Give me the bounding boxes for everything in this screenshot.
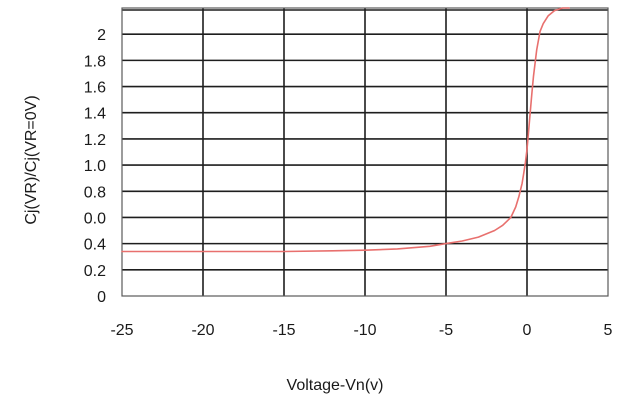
grid bbox=[122, 8, 608, 296]
y-tick-label: 0.0 bbox=[84, 210, 106, 227]
x-tick-label: -25 bbox=[110, 322, 133, 339]
y-tick-label: 0 bbox=[97, 289, 106, 306]
x-tick-label: 0 bbox=[523, 322, 532, 339]
series-layer bbox=[121, 7, 570, 253]
x-tick-label: -5 bbox=[439, 322, 453, 339]
x-tick-labels: -25 -20 -15 -10 -5 0 5 bbox=[110, 322, 612, 339]
y-tick-label: 0.8 bbox=[84, 184, 106, 201]
x-tick-label: -20 bbox=[191, 322, 214, 339]
plot-frame bbox=[121, 7, 609, 297]
y-tick-label: 1.8 bbox=[84, 53, 106, 70]
series-line bbox=[121, 7, 570, 253]
x-tick-label: 5 bbox=[604, 322, 613, 339]
y-tick-label: 0.4 bbox=[84, 237, 106, 254]
x-tick-label: -15 bbox=[272, 322, 295, 339]
y-tick-labels: 0 0.2 0.4 0.0 0.8 1.0 1.2 1.4 1.6 1.8 2 bbox=[84, 27, 106, 306]
y-tick-label: 1.0 bbox=[84, 158, 106, 175]
y-tick-label: 2 bbox=[97, 27, 106, 44]
y-tick-label: 1.6 bbox=[84, 80, 106, 97]
y-tick-label: 1.2 bbox=[84, 132, 106, 149]
y-tick-label: 0.2 bbox=[84, 263, 106, 280]
plot-border bbox=[121, 7, 609, 297]
y-axis-title: Cj(VR)/Cj(VR=0V) bbox=[23, 95, 40, 224]
y-tick-label: 1.4 bbox=[84, 106, 106, 123]
x-tick-label: -10 bbox=[353, 322, 376, 339]
x-axis-title: Voltage-Vn(v) bbox=[287, 377, 384, 394]
